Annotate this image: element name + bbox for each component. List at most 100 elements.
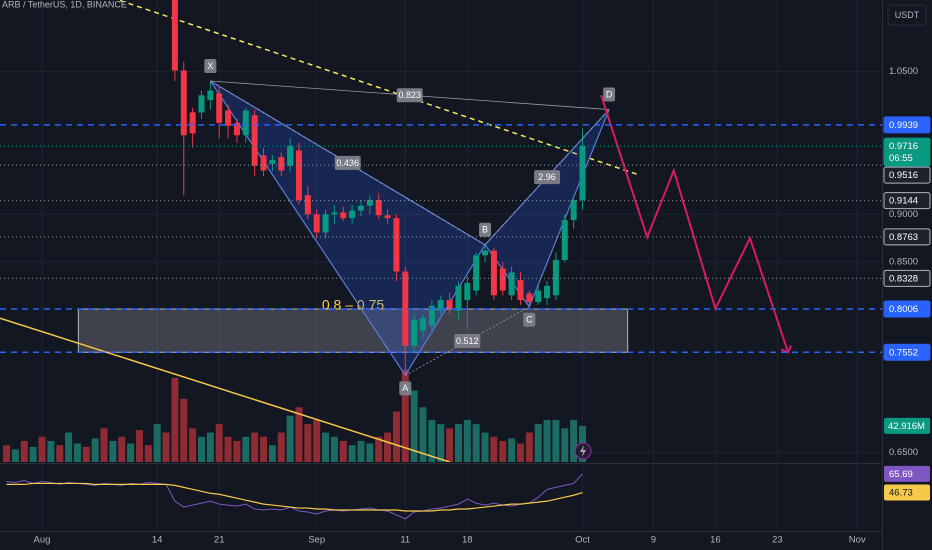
- price-tag: [883, 343, 931, 361]
- currency-box[interactable]: [887, 4, 927, 26]
- volume-bar: [91, 438, 99, 462]
- price-tag: [883, 269, 931, 287]
- volume-bar: [410, 390, 418, 462]
- candle-body: [269, 160, 276, 164]
- candle-body: [295, 150, 302, 201]
- candle-body: [428, 305, 435, 326]
- chart-title: ARB / TetherUS, 1D, BINANCE: [2, 0, 127, 9]
- candle-body: [225, 110, 232, 126]
- volume-bar: [162, 432, 170, 462]
- volume-bar: [118, 436, 126, 462]
- volume-bar: [428, 419, 436, 462]
- point-label: X: [207, 61, 213, 71]
- x-tick-label: 18: [462, 535, 473, 546]
- axis-layer: 1.0500 0.9000 0.8500 0.6500 Aug 14 21 Sep 11 18 Oc…: [34, 66, 931, 546]
- ratio-badge: [396, 88, 423, 103]
- alert-icon[interactable]: [574, 442, 592, 460]
- ratio-label: 2.96: [538, 172, 556, 182]
- volume-bar: [197, 436, 205, 462]
- x-tick-label: Aug: [34, 535, 51, 546]
- candle-body: [508, 272, 515, 296]
- volume-bar: [375, 436, 383, 462]
- volume-bar: [65, 432, 73, 462]
- candle-body: [171, 0, 178, 71]
- volume-bar: [3, 445, 11, 462]
- target-zone: [77, 308, 629, 353]
- price-tag-label: 0.9144: [889, 196, 918, 207]
- point-badge: [399, 381, 412, 396]
- rsi-tag-label: 65.69: [889, 469, 913, 480]
- x-tick-label: 21: [214, 535, 225, 546]
- volume-bar: [135, 430, 143, 462]
- volume-bar: [73, 443, 81, 462]
- volume-tag-label: 42.916M: [888, 421, 925, 432]
- volume-bar: [401, 369, 409, 462]
- candle-body: [287, 145, 294, 166]
- candle-body: [490, 250, 497, 296]
- candle-body: [251, 115, 258, 166]
- volume-bar: [446, 428, 454, 462]
- x-tick-label: 16: [710, 535, 721, 546]
- volume-bar: [543, 419, 551, 462]
- volume-bar: [481, 432, 489, 462]
- volume-bar: [508, 438, 516, 462]
- volume-bar: [277, 432, 285, 462]
- ratio-badge: [334, 155, 361, 170]
- candle-body: [535, 290, 542, 302]
- candle-body: [349, 210, 356, 219]
- volume-bar: [304, 424, 312, 462]
- volume-bar: [463, 419, 471, 462]
- volume-bar: [153, 424, 161, 462]
- candle-body: [180, 70, 187, 136]
- volume-bar: [268, 445, 276, 462]
- candle-body: [402, 271, 409, 346]
- rsi-tag: [884, 484, 930, 501]
- ratio-label: 0.823: [398, 90, 421, 100]
- price-tag: [883, 228, 931, 246]
- projection-arrowhead: [780, 345, 792, 354]
- y-tick-label: 1.0500: [889, 66, 918, 77]
- point-badge: [523, 312, 536, 327]
- projection-path: [600, 94, 790, 353]
- volume-bar: [437, 424, 445, 462]
- volume-bar: [206, 432, 214, 462]
- candle-body: [233, 122, 240, 136]
- volume-bar: [38, 436, 46, 462]
- candle-body: [278, 157, 285, 171]
- candle-body: [579, 146, 586, 201]
- candle-body: [242, 110, 249, 136]
- candle-body: [482, 250, 489, 256]
- point-label: A: [402, 383, 408, 393]
- volume-bar: [260, 436, 268, 462]
- volume-bar: [339, 440, 347, 462]
- volume-bar: [454, 424, 462, 462]
- point-badge: [479, 222, 492, 237]
- candle-body: [366, 200, 373, 206]
- volume-bar: [570, 419, 578, 462]
- candle-body: [464, 282, 471, 301]
- candle-body: [552, 260, 559, 296]
- candle-body: [473, 255, 480, 291]
- volume-bar: [189, 428, 197, 462]
- volume-bar: [215, 424, 223, 462]
- rsi-line: [6, 473, 583, 520]
- rsi-ma-line: [6, 482, 583, 512]
- volume-tag: [884, 417, 930, 434]
- price-tag: [883, 192, 931, 210]
- candle-body: [216, 93, 223, 123]
- volume-bar: [251, 432, 259, 462]
- volume-bar: [144, 445, 152, 462]
- rsi-tag: [884, 465, 930, 482]
- rsi-tag-label: 46.73: [889, 488, 913, 499]
- x-tick-label: Nov: [849, 535, 866, 546]
- price-tag-label: 0.9516: [889, 170, 918, 181]
- volume-bar: [82, 446, 90, 462]
- candle-body: [198, 95, 205, 113]
- price-tag-label: 0.9716: [889, 141, 918, 152]
- trendline: [0, 317, 450, 462]
- volume-bar: [109, 440, 117, 462]
- volume-bar: [233, 440, 241, 462]
- price-tag-label: 0.8763: [889, 232, 918, 243]
- ratio-badge: [454, 334, 481, 349]
